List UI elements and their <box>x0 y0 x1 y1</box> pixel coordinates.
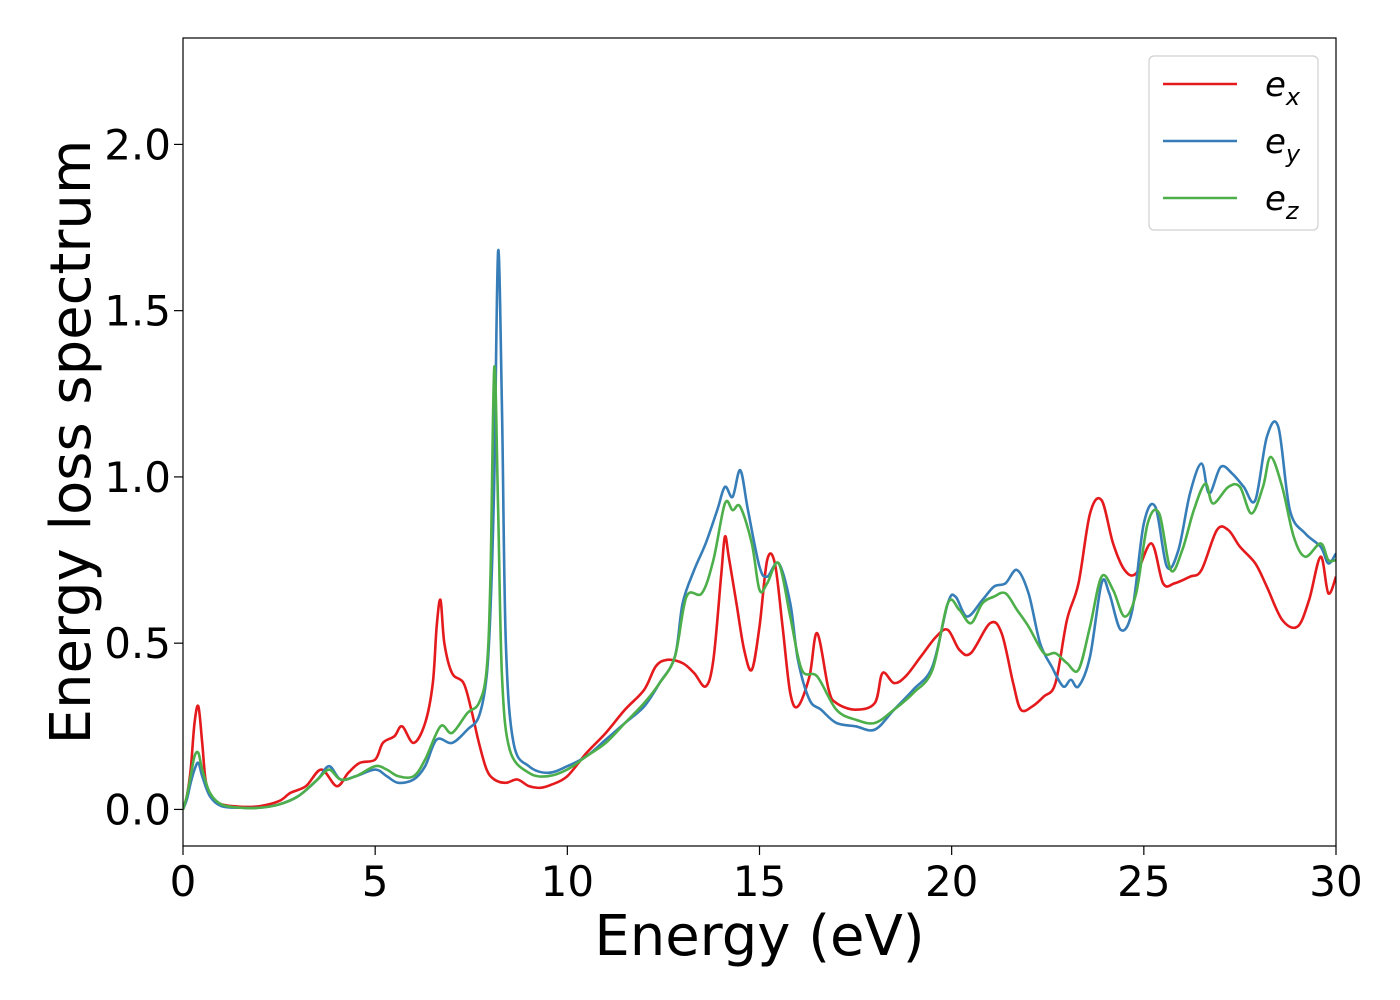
legend-label-z: ez <box>1265 179 1300 225</box>
x-tick-label: 25 <box>1117 857 1170 906</box>
x-tick-label: 15 <box>733 857 786 906</box>
y-tick-label: 1.5 <box>104 287 171 336</box>
x-tick-label: 5 <box>362 857 389 906</box>
y-tick-label: 0.5 <box>104 619 171 668</box>
x-tick-label: 10 <box>541 857 594 906</box>
legend-label-x: ex <box>1265 65 1301 111</box>
y-tick-label: 2.0 <box>104 120 171 169</box>
plot-area <box>183 248 1336 810</box>
x-axis-label: Energy (eV) <box>594 904 924 969</box>
legend: ex ey ez <box>1148 55 1319 231</box>
series-line-z <box>183 365 1336 810</box>
x-tick-label: 30 <box>1309 857 1362 906</box>
y-tick-label: 1.0 <box>104 453 171 502</box>
y-tick-label: 0.0 <box>104 785 171 834</box>
x-tick-label: 20 <box>925 857 978 906</box>
series-line-y <box>183 248 1336 810</box>
legend-label-y: ey <box>1265 122 1301 168</box>
series-lines <box>183 248 1336 810</box>
legend-box <box>1148 55 1319 231</box>
series-line-x <box>183 496 1336 810</box>
x-tick-label: 0 <box>170 857 197 906</box>
y-axis-label: Energy loss spectrum <box>39 140 104 745</box>
axes: 0 5 10 15 20 25 30 0.0 0.5 1.0 1.5 2.0 <box>104 37 1363 906</box>
